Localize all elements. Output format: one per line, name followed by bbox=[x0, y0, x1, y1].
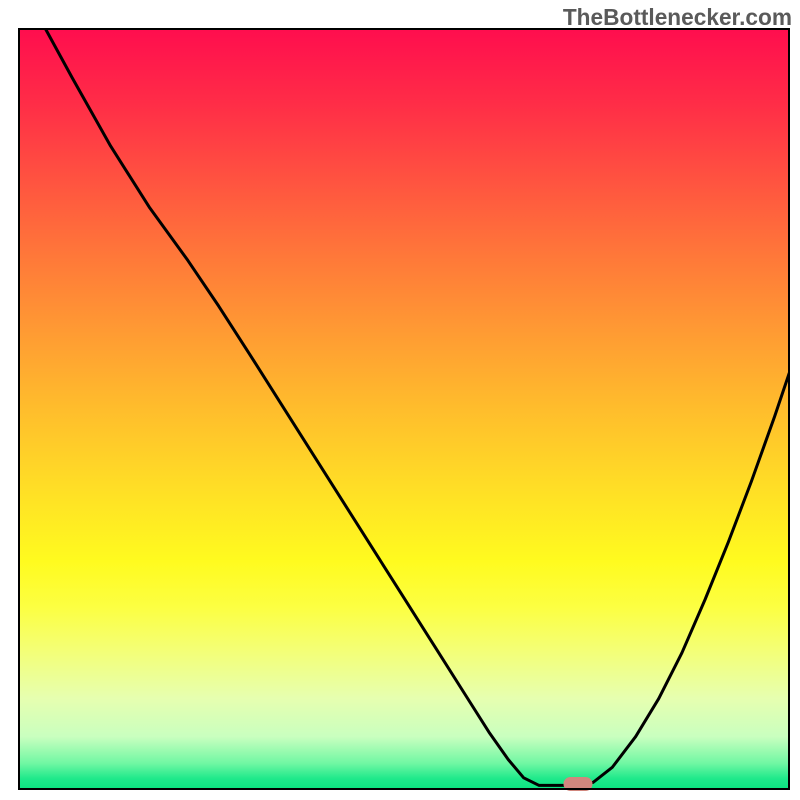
curve-path bbox=[45, 28, 790, 785]
bottleneck-chart: TheBottlenecker.com bbox=[0, 0, 800, 800]
optimal-marker bbox=[563, 777, 592, 791]
watermark-text: TheBottlenecker.com bbox=[563, 4, 792, 31]
plot-area bbox=[18, 28, 790, 790]
bottleneck-curve bbox=[18, 28, 790, 790]
